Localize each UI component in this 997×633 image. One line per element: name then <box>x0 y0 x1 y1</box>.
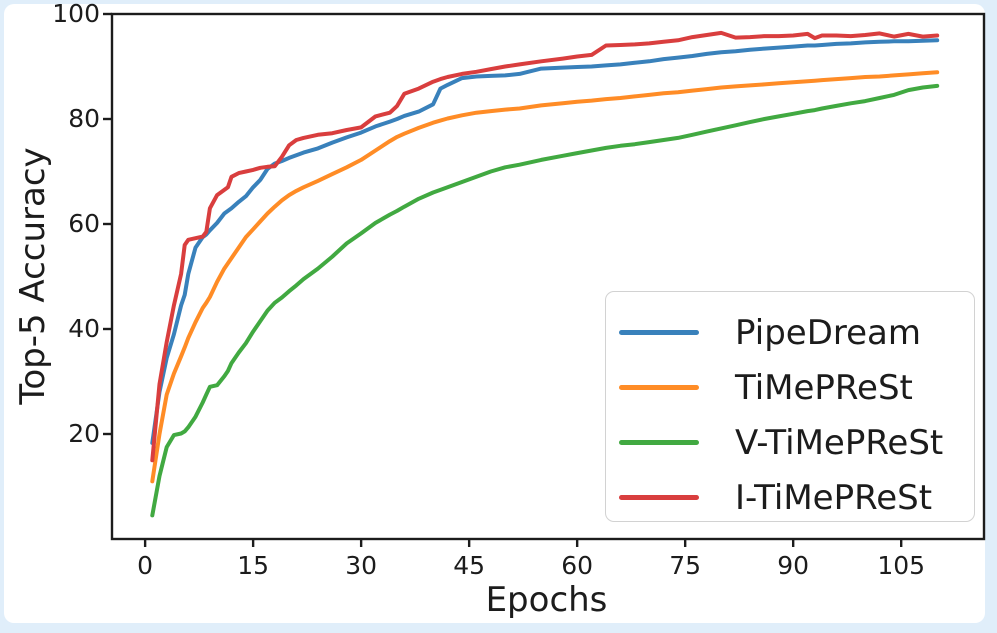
series-line-timeprest <box>150 70 940 484</box>
axes-box <box>110 12 986 541</box>
x-axis-title-text: Epochs <box>485 580 608 620</box>
x-tick-label: 45 <box>453 551 486 580</box>
legend-label-pipedream: PipeDream <box>735 312 921 353</box>
legend-item-pipedream: PipeDream <box>606 305 974 360</box>
series-line-v-timeprest <box>150 83 940 518</box>
x-tick-label: 15 <box>237 551 270 580</box>
y-tick-label: 40 <box>68 314 100 343</box>
series-line-i-timeprest <box>150 30 940 463</box>
x-tick-label: 75 <box>669 551 702 580</box>
legend-label-timeprest: TiMePReSt <box>735 367 913 408</box>
series-line-pipedream <box>150 38 940 445</box>
legend-item-timeprest: TiMePReSt <box>606 360 974 415</box>
x-tick-label: 105 <box>877 551 926 580</box>
legend-label-v-timeprest: V-TiMePReSt <box>735 422 944 463</box>
x-tick-label: 90 <box>777 551 810 580</box>
legend: PipeDream TiMePReSt V-TiMePReSt I-TiMePR… <box>605 291 975 522</box>
legend-item-v-timeprest: V-TiMePReSt <box>606 415 974 470</box>
legend-swatch-i-timeprest <box>619 495 699 500</box>
legend-swatch-pipedream <box>619 330 699 335</box>
x-tick-label: 30 <box>345 551 378 580</box>
legend-label-i-timeprest: I-TiMePReSt <box>735 477 933 518</box>
y-axis-title-text: Top-5 Accuracy <box>13 147 53 405</box>
x-tick-label: 60 <box>561 551 594 580</box>
y-tick-label: 80 <box>68 104 100 133</box>
legend-item-i-timeprest: I-TiMePReSt <box>606 470 974 525</box>
legend-swatch-timeprest <box>619 385 699 390</box>
y-axis-title: Top-5 Accuracy <box>13 121 53 431</box>
y-tick-label: 20 <box>68 419 100 448</box>
legend-swatch-v-timeprest <box>619 440 699 445</box>
x-axis-title: Epochs <box>0 582 997 618</box>
x-tick-label: 0 <box>137 551 154 580</box>
y-tick-label: 60 <box>68 209 100 238</box>
y-tick-label: 100 <box>52 0 100 28</box>
